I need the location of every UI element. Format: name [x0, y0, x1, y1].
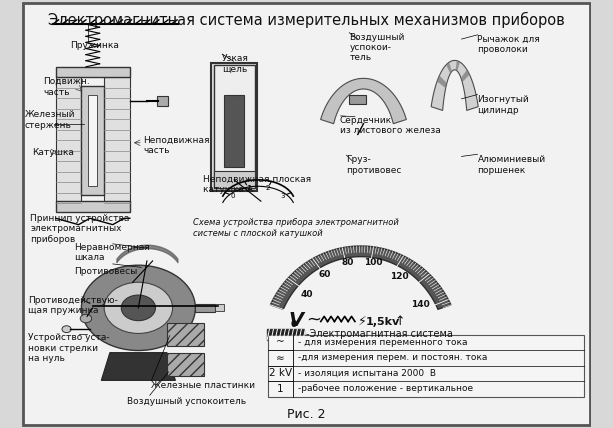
Bar	[349, 95, 367, 104]
Bar	[268, 335, 294, 350]
Bar	[196, 303, 215, 312]
Text: 100: 100	[364, 258, 383, 267]
Text: Рычажок для
проволоки: Рычажок для проволоки	[478, 35, 540, 54]
Text: Груз-
противовес: Груз- противовес	[346, 155, 402, 175]
Bar	[56, 67, 130, 77]
Text: Железный
стержень: Железный стержень	[25, 110, 75, 130]
Text: 80: 80	[342, 258, 354, 267]
Polygon shape	[455, 61, 460, 71]
Text: ~: ~	[276, 337, 285, 348]
Text: -рабочее положение - вертикальное: -рабочее положение - вертикальное	[298, 384, 473, 393]
Polygon shape	[437, 75, 447, 88]
Bar	[156, 96, 168, 106]
Polygon shape	[446, 62, 452, 74]
Polygon shape	[270, 246, 451, 309]
Polygon shape	[101, 353, 175, 380]
Text: Катушка: Катушка	[32, 148, 74, 157]
Text: 1: 1	[277, 384, 284, 394]
Text: Принцип устройства
электромагнитных
приборов: Принцип устройства электромагнитных приб…	[30, 214, 129, 244]
Circle shape	[104, 282, 173, 333]
Text: 3: 3	[281, 193, 285, 199]
Bar	[267, 329, 303, 340]
Text: V: V	[288, 311, 303, 330]
Text: Пружинка: Пружинка	[70, 41, 119, 50]
Text: 0: 0	[291, 321, 297, 330]
Text: Алюминиевый
поршенек: Алюминиевый поршенек	[478, 155, 546, 175]
Bar	[215, 304, 224, 311]
Circle shape	[121, 295, 156, 321]
Polygon shape	[431, 60, 478, 110]
Bar	[224, 95, 245, 167]
Text: -Электромагнитная система: -Электромагнитная система	[306, 329, 454, 339]
Bar	[268, 335, 584, 397]
Circle shape	[82, 265, 196, 351]
Bar	[268, 366, 294, 381]
Bar	[167, 353, 204, 376]
Circle shape	[80, 314, 91, 323]
Text: Рис. 2: Рис. 2	[287, 408, 326, 421]
Text: Воздушный успокоитель: Воздушный успокоитель	[127, 397, 246, 406]
Bar	[268, 350, 294, 366]
Polygon shape	[321, 78, 406, 124]
Text: Железные пластинки: Железные пластинки	[151, 381, 256, 390]
Polygon shape	[461, 70, 470, 82]
Bar	[268, 381, 294, 397]
Text: 1,5kv: 1,5kv	[366, 317, 400, 327]
Text: Изогнутый
цилиндр: Изогнутый цилиндр	[478, 95, 529, 115]
Text: - изоляция испытана 2000  В: - изоляция испытана 2000 В	[298, 369, 436, 378]
Text: Неподвижная
часть: Неподвижная часть	[143, 136, 210, 155]
Text: 40: 40	[300, 290, 313, 299]
Text: ~: ~	[306, 311, 321, 329]
Text: Противодействую-
щая пружинка: Противодействую- щая пружинка	[28, 296, 118, 315]
Bar	[82, 86, 104, 195]
Text: Электромагнитная система измерительных механизмов приборов: Электромагнитная система измерительных м…	[48, 12, 565, 27]
Bar	[211, 62, 257, 190]
Text: Неподвижная плоская
катушка А: Неподвижная плоская катушка А	[203, 175, 311, 194]
Text: Схема устройства прибора электромагнитной
системы с плоской катушкой: Схема устройства прибора электромагнитно…	[192, 218, 398, 238]
Text: ≈: ≈	[276, 353, 285, 363]
FancyBboxPatch shape	[23, 3, 590, 425]
Text: 2 kV: 2 kV	[269, 369, 292, 378]
Text: Неравномерная
шкала: Неравномерная шкала	[74, 243, 150, 262]
Text: 2: 2	[266, 185, 270, 191]
Polygon shape	[110, 353, 167, 361]
Text: Сердечник
из листового железа: Сердечник из листового железа	[340, 116, 440, 135]
Bar	[104, 77, 130, 203]
Text: ↑: ↑	[395, 315, 405, 328]
Bar	[213, 65, 254, 188]
Text: ⚡: ⚡	[359, 315, 367, 328]
Text: Воздушный
успокои-
тель: Воздушный успокои- тель	[349, 33, 405, 62]
Text: 0: 0	[231, 193, 235, 199]
Bar	[88, 95, 97, 186]
Text: 60: 60	[318, 270, 330, 279]
Text: - для измерения переменного тока: - для измерения переменного тока	[298, 338, 468, 347]
Text: Узкая
щель: Узкая щель	[222, 54, 249, 74]
Bar	[56, 201, 130, 212]
Text: 1: 1	[246, 185, 250, 191]
Text: Устройство уста-
новки стрелки
на нуль: Устройство уста- новки стрелки на нуль	[28, 333, 110, 363]
Text: 120: 120	[390, 272, 408, 281]
Text: Противовесы: Противовесы	[74, 268, 137, 276]
Bar	[213, 171, 254, 188]
Text: 140: 140	[411, 300, 429, 309]
Circle shape	[62, 326, 71, 333]
Text: Подвижн.
часть: Подвижн. часть	[43, 77, 90, 97]
Text: -для измерения перем. и постоян. тока: -для измерения перем. и постоян. тока	[298, 354, 487, 363]
Bar	[56, 77, 82, 203]
Bar	[167, 323, 204, 346]
